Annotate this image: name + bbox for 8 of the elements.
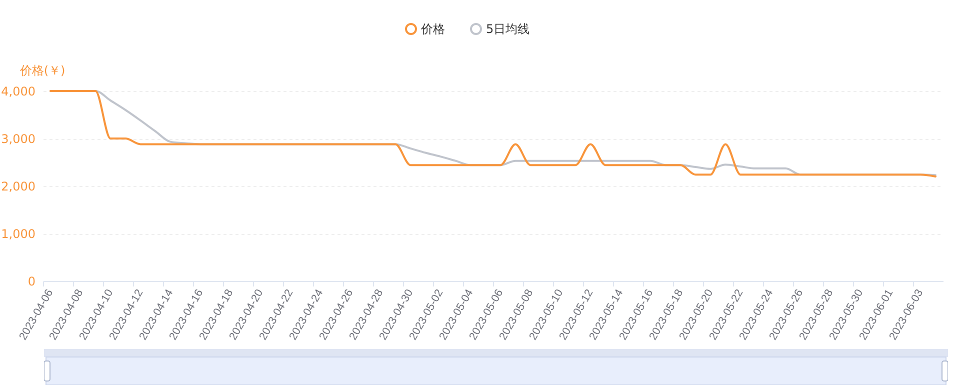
legend-label: 价格	[420, 22, 445, 36]
y-tick-label: 2,000	[1, 180, 36, 194]
y-tick-label: 1,000	[1, 227, 36, 241]
y-tick-label: 0	[28, 274, 36, 288]
y-tick-label: 3,000	[1, 132, 36, 146]
y-tick-label: 4,000	[1, 84, 36, 98]
y-axis-title: 价格(￥)	[18, 64, 66, 78]
legend-label: 5日均线	[486, 22, 530, 36]
